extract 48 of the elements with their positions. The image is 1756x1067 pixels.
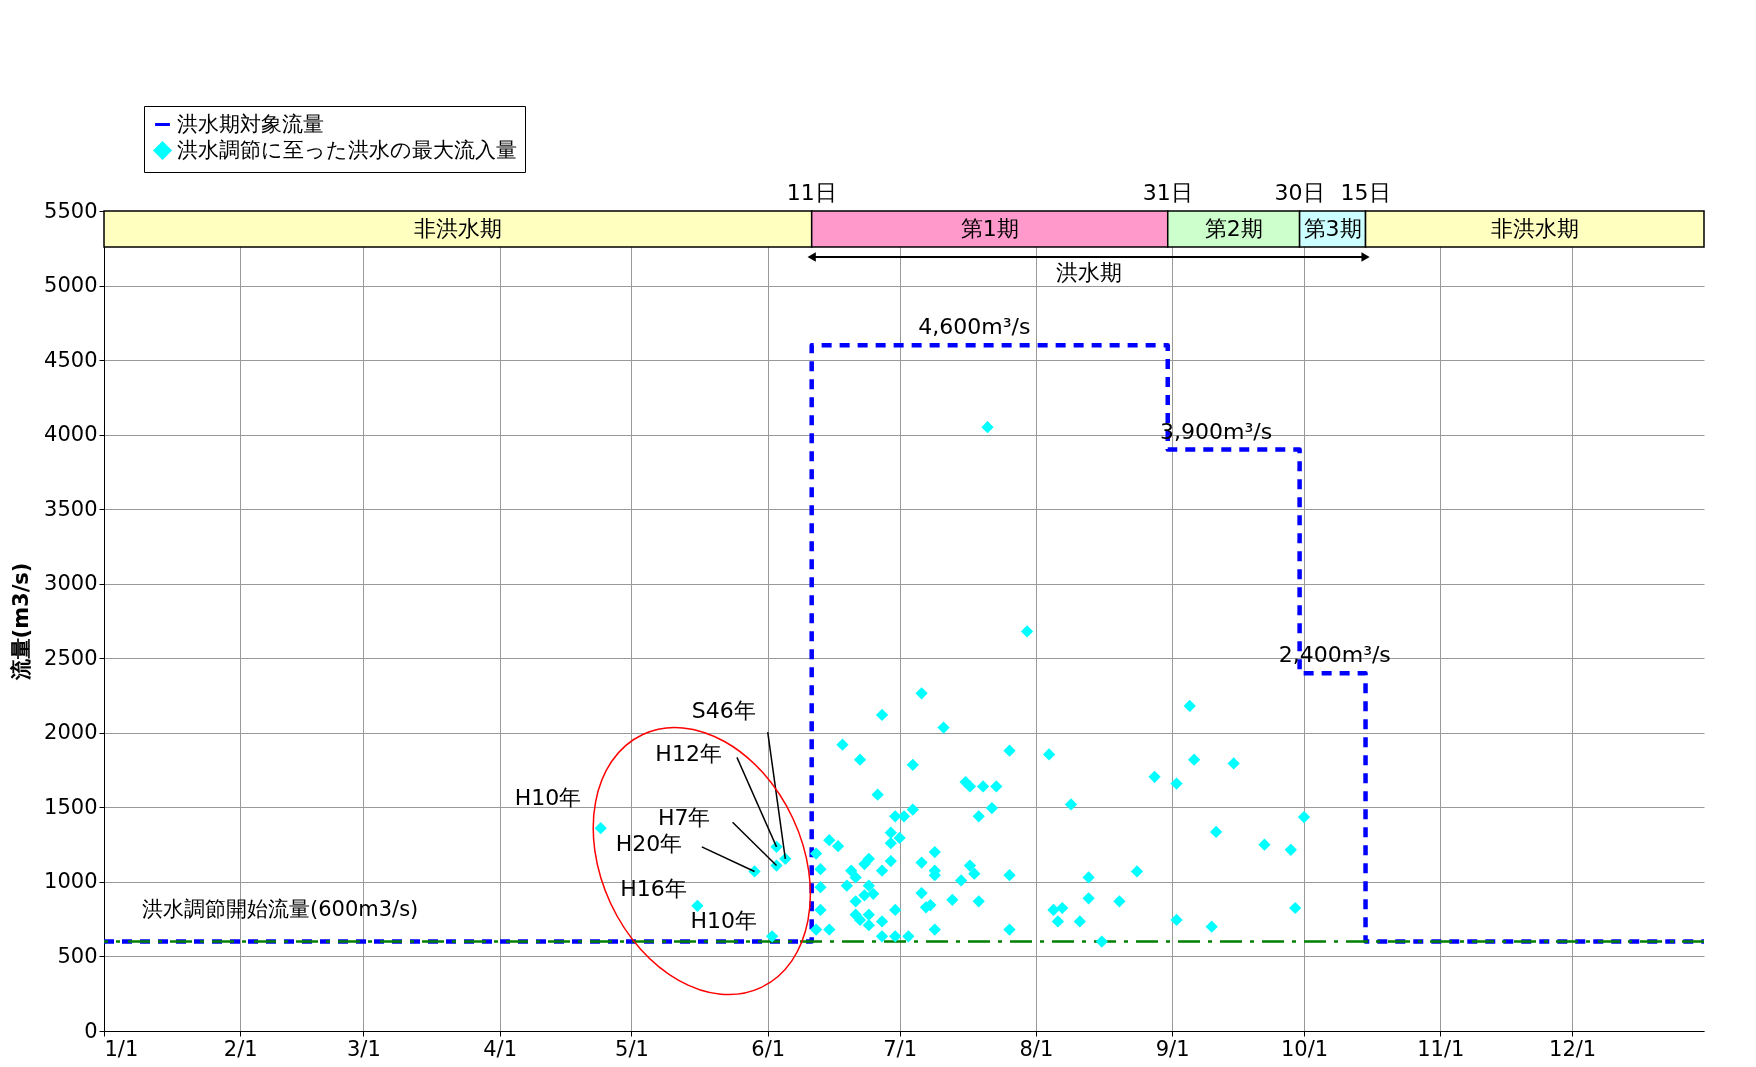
annotation: H10年 [690, 907, 758, 933]
y-tick-label: 3000 [44, 571, 98, 596]
annotation: 2,400m³/s [1278, 642, 1391, 668]
band-label: 第2期 [1204, 216, 1263, 241]
legend-label: 洪水調節に至った洪水の最大流入量 [177, 137, 517, 162]
band-label: 非洪水期 [1490, 216, 1579, 241]
annotation: H12年 [655, 741, 722, 767]
y-tick-label: 2000 [44, 720, 98, 745]
y-tick-label: 3500 [44, 496, 98, 521]
x-tick-label: 3/1 [346, 1036, 381, 1061]
y-axis-title: 流量(m3/s) [9, 562, 34, 682]
annotation: 洪水期 [1055, 260, 1122, 285]
text: 30日 [1274, 180, 1325, 205]
x-tick-label: 1/1 [104, 1036, 139, 1061]
y-tick-label: 2500 [44, 645, 98, 670]
x-tick-label: 11/1 [1417, 1036, 1465, 1061]
y-tick-label: 4500 [44, 347, 98, 372]
y-tick-label: 0 [84, 1018, 98, 1043]
y-tick-label: 4000 [44, 422, 98, 447]
annotation: 3,900m³/s [1160, 418, 1273, 444]
text: 31日 [1142, 180, 1193, 205]
annotation: H16年 [620, 876, 687, 902]
x-tick-label: 12/1 [1549, 1036, 1597, 1061]
y-tick-label: 5500 [44, 198, 98, 223]
x-tick-label: 4/1 [483, 1036, 517, 1061]
y-tick-label: 500 [57, 943, 98, 968]
x-tick-label: 10/1 [1280, 1036, 1329, 1061]
x-tick-label: 7/1 [883, 1036, 917, 1061]
annotation: H7年 [657, 804, 711, 830]
x-tick-label: 5/1 [615, 1036, 649, 1061]
y-tick-label: 1000 [44, 869, 98, 894]
band-label: 第1期 [960, 216, 1019, 241]
x-tick-label: 6/1 [751, 1036, 786, 1061]
band-label: 第3期 [1303, 216, 1362, 241]
annotation: S46年 [691, 698, 756, 724]
text: 15日 [1340, 180, 1391, 205]
y-tick-label: 5000 [44, 273, 98, 298]
x-tick-label: 8/1 [1019, 1036, 1054, 1061]
text: 11日 [786, 180, 837, 205]
x-tick-label: 9/1 [1155, 1036, 1190, 1061]
y-tick-label: 1500 [44, 794, 98, 819]
annotation: 4,600m³/s [918, 314, 1031, 340]
band-label: 非洪水期 [413, 216, 502, 241]
annotation: H20年 [615, 830, 683, 856]
legend-label: 洪水期対象流量 [177, 111, 324, 136]
ref-line-label: 洪水調節開始流量(600m3/s) [142, 896, 419, 921]
annotation: H10年 [514, 785, 582, 811]
x-tick-label: 2/1 [223, 1036, 258, 1061]
